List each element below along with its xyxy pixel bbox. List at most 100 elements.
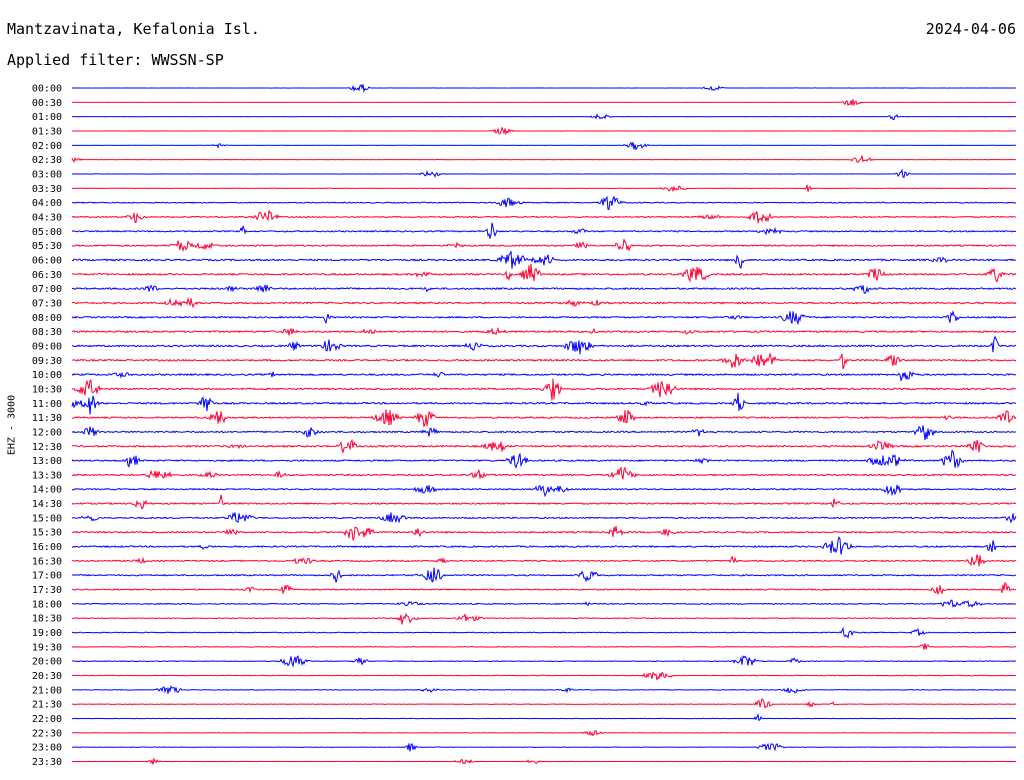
row-time-label: 01:30 bbox=[32, 126, 62, 137]
trace-row bbox=[71, 685, 1017, 694]
trace-row bbox=[71, 168, 1017, 178]
row-time-label: 08:30 bbox=[32, 327, 62, 338]
trace-row bbox=[71, 113, 1017, 121]
row-time-label: 17:30 bbox=[32, 585, 62, 596]
trace-row bbox=[71, 643, 1017, 650]
station-title: Mantzavinata, Kefalonia Isl. bbox=[7, 20, 260, 38]
trace-row bbox=[71, 671, 1017, 681]
trace-row bbox=[71, 335, 1017, 355]
row-time-label: 05:00 bbox=[32, 227, 62, 238]
trace-row bbox=[71, 536, 1017, 555]
trace-row bbox=[71, 697, 1017, 710]
row-time-label: 22:30 bbox=[32, 728, 62, 739]
row-time-label: 14:30 bbox=[32, 499, 62, 510]
trace-row bbox=[71, 250, 1017, 270]
row-time-label: 04:00 bbox=[32, 198, 62, 209]
trace-row bbox=[71, 154, 1017, 164]
row-time-label: 03:30 bbox=[32, 184, 62, 195]
row-time-label: 07:00 bbox=[32, 284, 62, 295]
row-time-label: 02:30 bbox=[32, 155, 62, 166]
trace-row bbox=[71, 238, 1017, 253]
trace-row bbox=[71, 353, 1017, 370]
row-time-label: 18:30 bbox=[32, 614, 62, 625]
row-time-label: 21:30 bbox=[32, 700, 62, 711]
trace-row bbox=[71, 466, 1017, 480]
row-time-label: 19:00 bbox=[32, 628, 62, 639]
trace-row bbox=[71, 326, 1017, 336]
row-time-label: 15:30 bbox=[32, 528, 62, 539]
trace-row bbox=[71, 184, 1017, 193]
trace-row bbox=[71, 195, 1017, 211]
row-time-label: 03:00 bbox=[32, 169, 62, 180]
row-time-label: 17:00 bbox=[32, 571, 62, 582]
trace-row bbox=[71, 511, 1017, 524]
trace-row bbox=[71, 425, 1017, 441]
trace-row bbox=[71, 439, 1017, 454]
trace-row bbox=[71, 757, 1017, 765]
row-time-label: 23:30 bbox=[32, 757, 62, 768]
trace-row bbox=[71, 484, 1017, 498]
trace-row bbox=[71, 449, 1017, 469]
row-time-label: 14:00 bbox=[32, 485, 62, 496]
row-time-label: 06:00 bbox=[32, 255, 62, 266]
trace-row bbox=[71, 210, 1017, 224]
row-time-label: 20:30 bbox=[32, 671, 62, 682]
row-time-label: 23:00 bbox=[32, 743, 62, 754]
trace-row bbox=[71, 525, 1017, 542]
trace-row bbox=[71, 370, 1017, 383]
row-time-label: 04:30 bbox=[32, 212, 62, 223]
row-time-label: 02:00 bbox=[32, 141, 62, 152]
row-time-label: 12:30 bbox=[32, 442, 62, 453]
trace-row bbox=[71, 742, 1017, 752]
trace-row bbox=[71, 581, 1017, 596]
row-time-label: 08:00 bbox=[32, 313, 62, 324]
row-time-label: 05:30 bbox=[32, 241, 62, 252]
row-time-label: 15:00 bbox=[32, 513, 62, 524]
row-time-label: 16:00 bbox=[32, 542, 62, 553]
row-time-label: 00:00 bbox=[32, 84, 62, 95]
trace-row bbox=[71, 567, 1017, 583]
trace-row bbox=[71, 99, 1017, 107]
trace-row bbox=[71, 296, 1017, 309]
row-time-label: 00:30 bbox=[32, 98, 62, 109]
row-time-label: 21:00 bbox=[32, 685, 62, 696]
row-time-label: 13:00 bbox=[32, 456, 62, 467]
trace-row bbox=[71, 626, 1017, 639]
trace-row bbox=[71, 222, 1017, 239]
row-time-label: 11:30 bbox=[32, 413, 62, 424]
row-time-label: 11:00 bbox=[32, 399, 62, 410]
trace-row bbox=[71, 309, 1017, 326]
row-time-label: 19:30 bbox=[32, 642, 62, 653]
row-time-label: 18:00 bbox=[32, 599, 62, 610]
trace-row bbox=[71, 378, 1017, 401]
record-date: 2024-04-06 bbox=[925, 20, 1016, 38]
row-time-label: 10:30 bbox=[32, 384, 62, 395]
trace-row bbox=[71, 392, 1017, 415]
trace-row bbox=[71, 126, 1017, 136]
trace-row bbox=[71, 141, 1017, 151]
row-time-label: 22:00 bbox=[32, 714, 62, 725]
trace-row bbox=[71, 612, 1016, 625]
row-time-label: 10:00 bbox=[32, 370, 62, 381]
row-time-label: 13:30 bbox=[32, 470, 62, 481]
trace-row bbox=[71, 655, 1017, 668]
trace-row bbox=[71, 599, 1017, 608]
trace-row bbox=[71, 263, 1017, 283]
row-time-label: 20:00 bbox=[32, 657, 62, 668]
row-time-label: 09:30 bbox=[32, 356, 62, 367]
row-time-label: 06:30 bbox=[32, 270, 62, 281]
trace-row bbox=[71, 283, 1017, 295]
row-time-label: 12:00 bbox=[32, 427, 62, 438]
trace-row bbox=[71, 713, 1017, 722]
trace-row bbox=[71, 554, 1017, 567]
row-time-label: 09:00 bbox=[32, 341, 62, 352]
row-time-label: 16:30 bbox=[32, 556, 62, 567]
trace-row bbox=[71, 730, 1017, 737]
filter-label: Applied filter: WWSSN-SP bbox=[7, 51, 224, 69]
row-time-label: 01:00 bbox=[32, 112, 62, 123]
trace-row bbox=[71, 494, 1017, 510]
trace-row bbox=[71, 409, 1017, 428]
trace-row bbox=[71, 84, 1017, 93]
row-time-label: 07:30 bbox=[32, 298, 62, 309]
